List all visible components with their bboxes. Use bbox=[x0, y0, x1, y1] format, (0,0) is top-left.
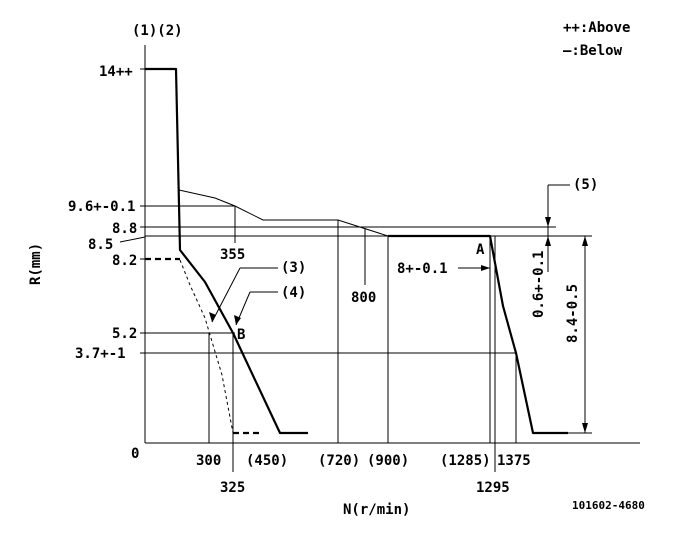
x-tick-325: 325 bbox=[220, 480, 245, 496]
dim-0-6-label: 0.6+-0.1 bbox=[531, 251, 547, 318]
label-4: (4) bbox=[281, 285, 306, 301]
y-tick-8-5: 8.5 bbox=[88, 237, 113, 253]
arrow-5-top bbox=[545, 217, 551, 227]
x-axis-label: N(r/min) bbox=[343, 502, 410, 518]
label-355: 355 bbox=[220, 247, 245, 263]
point-a-label: A bbox=[476, 242, 485, 258]
x-tick-450: (450) bbox=[246, 453, 288, 469]
x-tick-1285: (1285) bbox=[440, 453, 491, 469]
full-load-curve bbox=[388, 234, 568, 435]
dim-8-4-label: 8.4-0.5 bbox=[565, 284, 581, 343]
main-characteristic-curve bbox=[145, 67, 308, 435]
top-label: (1)(2) bbox=[132, 23, 183, 39]
y-tick-3-7: 3.7+-1 bbox=[75, 346, 126, 362]
origin-label: 0 bbox=[131, 446, 139, 462]
arrow-3 bbox=[209, 312, 216, 322]
x-tick-1375: 1375 bbox=[497, 453, 531, 469]
y-tick-14: 14++ bbox=[99, 64, 133, 80]
y-tick-8-2: 8.2 bbox=[112, 253, 137, 269]
arrow-a bbox=[481, 265, 490, 271]
y-tick-5-2: 5.2 bbox=[112, 326, 137, 342]
arrow-4 bbox=[234, 315, 241, 325]
y-ref-8-5-line bbox=[119, 236, 146, 243]
y-tick-9-6: 9.6+-0.1 bbox=[68, 199, 135, 215]
upper-boost-curve bbox=[178, 189, 389, 237]
arrow-8-4-top bbox=[582, 236, 588, 246]
x-tick-720: (720) bbox=[318, 453, 360, 469]
label-800: 800 bbox=[351, 290, 376, 306]
y-tick-8-8: 8.8 bbox=[112, 221, 137, 237]
part-number: 101602-4680 bbox=[572, 499, 645, 512]
x-tick-300: 300 bbox=[196, 453, 221, 469]
a-value-label: 8+-0.1 bbox=[397, 261, 448, 277]
label-5: (5) bbox=[573, 177, 598, 193]
point-b-label: B bbox=[237, 327, 245, 343]
leader-3 bbox=[211, 267, 241, 323]
arrow-5-bottom bbox=[545, 236, 551, 246]
legend-below: —:Below bbox=[563, 43, 623, 59]
label-3: (3) bbox=[281, 260, 306, 276]
x-tick-1295: 1295 bbox=[476, 480, 510, 496]
y-axis-label: R(mm) bbox=[28, 243, 44, 285]
arrow-8-4-bottom bbox=[582, 423, 588, 433]
x-tick-900: (900) bbox=[367, 453, 409, 469]
legend-above: ++:Above bbox=[563, 20, 630, 36]
